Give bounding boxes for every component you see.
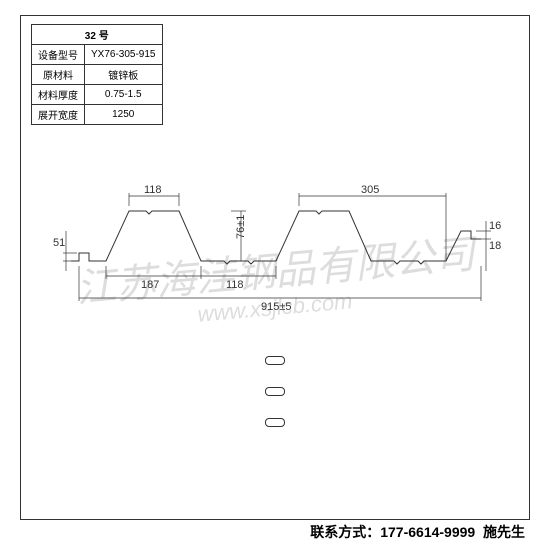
contact-line: 联系方式：177-6614-9999 施先生 [310,522,525,542]
dim-lip: 18 [489,240,501,252]
profile-svg: 118 305 51 76±1 16 18 187 [51,171,501,311]
contact-name: 施先生 [483,524,525,540]
dim-bot-b: 118 [226,279,244,291]
dim-pitch: 305 [361,184,379,196]
contact-label: 联系方式： [310,524,380,540]
row-k: 设备型号 [32,45,85,65]
dim-top-flat: 118 [144,184,162,196]
slot-icon [265,356,285,365]
drawing-frame: 江苏海洼钢品有限公司 www.xsjlcb.com 32 号 设备型号YX76-… [20,15,530,520]
contact-phone: 177-6614-9999 [380,524,475,540]
row-v: 镀锌板 [85,65,163,85]
row-k: 材料厚度 [32,85,85,105]
row-v: YX76-305-915 [85,45,163,65]
dim-total: 915±5 [261,301,292,311]
row-v: 1250 [85,105,163,125]
page: 江苏海洼钢品有限公司 www.xsjlcb.com 32 号 设备型号YX76-… [0,0,550,550]
spec-table: 32 号 设备型号YX76-305-915 原材料镀锌板 材料厚度0.75-1.… [31,24,163,125]
dim-right-h: 16 [489,220,501,232]
slot-icon [265,418,285,427]
dim-bot-a: 187 [141,279,159,291]
table-title: 32 号 [32,25,163,45]
row-k: 展开宽度 [32,105,85,125]
slot-icon [265,387,285,396]
row-k: 原材料 [32,65,85,85]
dim-height: 76±1 [235,215,247,239]
profile-diagram: 118 305 51 76±1 16 18 187 [51,171,501,311]
row-v: 0.75-1.5 [85,85,163,105]
dim-left-h: 51 [53,237,65,249]
alignment-marks [265,356,285,427]
